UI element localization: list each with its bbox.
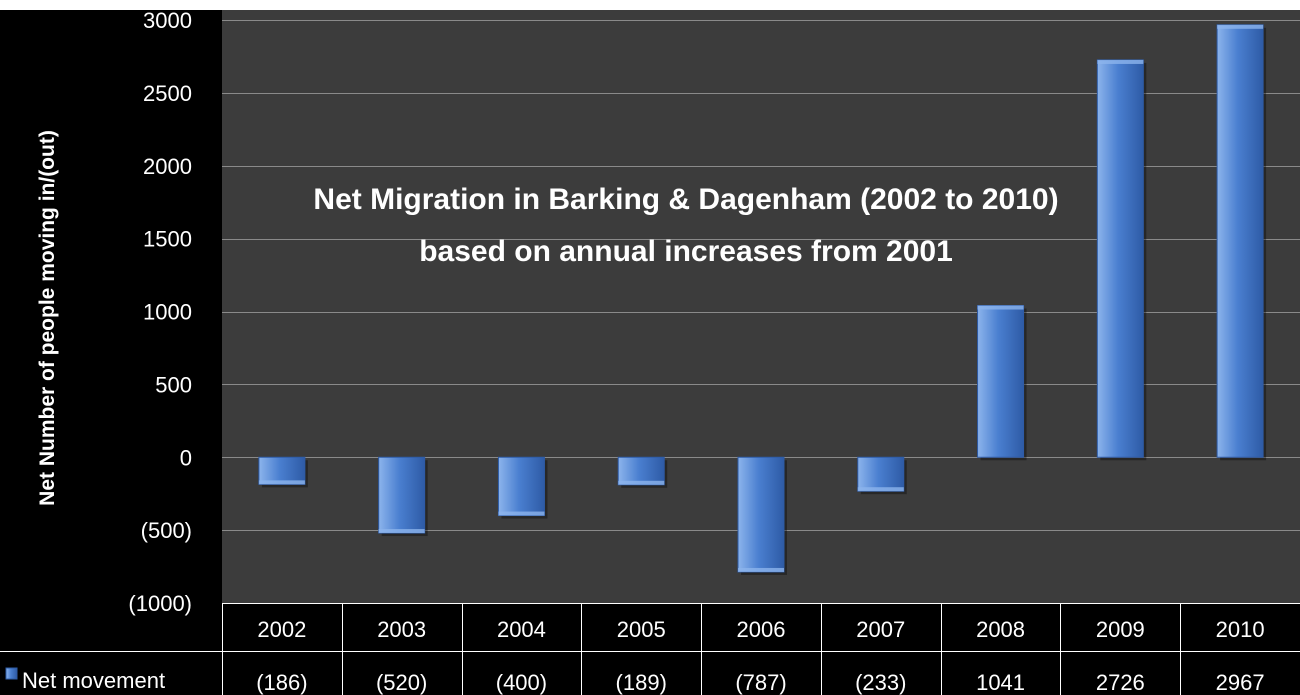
chart-title-line-1: Net Migration in Barking & Dagenham (200… xyxy=(313,183,1058,216)
bar-body xyxy=(977,305,1025,458)
bar-cap xyxy=(738,567,784,572)
y-tick-label: (1000) xyxy=(128,591,192,616)
bar-body xyxy=(737,456,785,573)
y-tick-label: 1500 xyxy=(143,227,192,252)
bar-body xyxy=(1216,24,1264,458)
bar-body xyxy=(1096,59,1144,458)
y-tick-label: 3000 xyxy=(143,8,192,33)
data-label: 1041 xyxy=(976,670,1025,695)
chart-title-line-2: based on annual increases from 2001 xyxy=(419,235,953,268)
bar-body xyxy=(857,456,905,492)
data-label: (787) xyxy=(735,670,786,695)
x-category-label: 2004 xyxy=(497,617,546,642)
y-axis-label: Net Number of people moving in/(out) xyxy=(36,130,59,506)
bar xyxy=(977,305,1027,461)
data-label: 2726 xyxy=(1096,670,1145,695)
bar-cap xyxy=(618,480,665,485)
data-label: (233) xyxy=(855,670,906,695)
bar-cap xyxy=(498,511,545,516)
bar-cap xyxy=(378,529,425,534)
y-tick-label: 1000 xyxy=(143,300,192,325)
x-category-label: 2007 xyxy=(856,617,905,642)
legend-key xyxy=(5,667,18,680)
x-category-label: 2008 xyxy=(976,617,1025,642)
bar-body xyxy=(258,456,306,485)
y-tick-label: (500) xyxy=(141,518,192,543)
y-axis-ticks: 3000 2500 2000 1500 1000 500 0 (500) (1000) xyxy=(128,8,192,616)
bar-cap xyxy=(857,487,904,492)
data-label: (520) xyxy=(376,670,427,695)
bar xyxy=(617,456,668,488)
x-category-label: 2009 xyxy=(1096,617,1145,642)
bar-cap xyxy=(1217,24,1264,29)
x-category-label: 2005 xyxy=(617,617,666,642)
legend-series-name: Net movement xyxy=(22,668,165,693)
x-category-label: 2003 xyxy=(377,617,426,642)
table-background xyxy=(222,603,1300,695)
bar-cap xyxy=(258,480,305,485)
x-category-label: 2006 xyxy=(737,617,786,642)
bar-body xyxy=(497,456,545,517)
y-tick-label: 2500 xyxy=(143,81,192,106)
data-label: (189) xyxy=(616,670,667,695)
bar xyxy=(258,456,308,488)
bar-cap xyxy=(977,305,1024,310)
data-label: (400) xyxy=(496,670,547,695)
bar xyxy=(737,456,787,575)
data-label: 2967 xyxy=(1216,670,1265,695)
data-label: (186) xyxy=(256,670,307,695)
bar-body xyxy=(617,456,665,486)
bar xyxy=(378,456,428,537)
y-tick-label: 500 xyxy=(155,372,192,397)
y-tick-label: 0 xyxy=(180,445,192,470)
bar xyxy=(1216,24,1267,461)
bar-body xyxy=(378,456,426,534)
bar xyxy=(497,456,548,519)
x-category-label: 2010 xyxy=(1216,617,1265,642)
bars xyxy=(258,24,1267,575)
bar-cap xyxy=(1097,59,1144,64)
y-tick-label: 2000 xyxy=(143,154,192,179)
x-category-label: 2002 xyxy=(257,617,306,642)
data-table: 2002 2003 2004 2005 2006 2007 2008 2009 2010 (186… xyxy=(0,603,1300,695)
bar xyxy=(857,456,907,495)
bar xyxy=(1096,59,1147,461)
